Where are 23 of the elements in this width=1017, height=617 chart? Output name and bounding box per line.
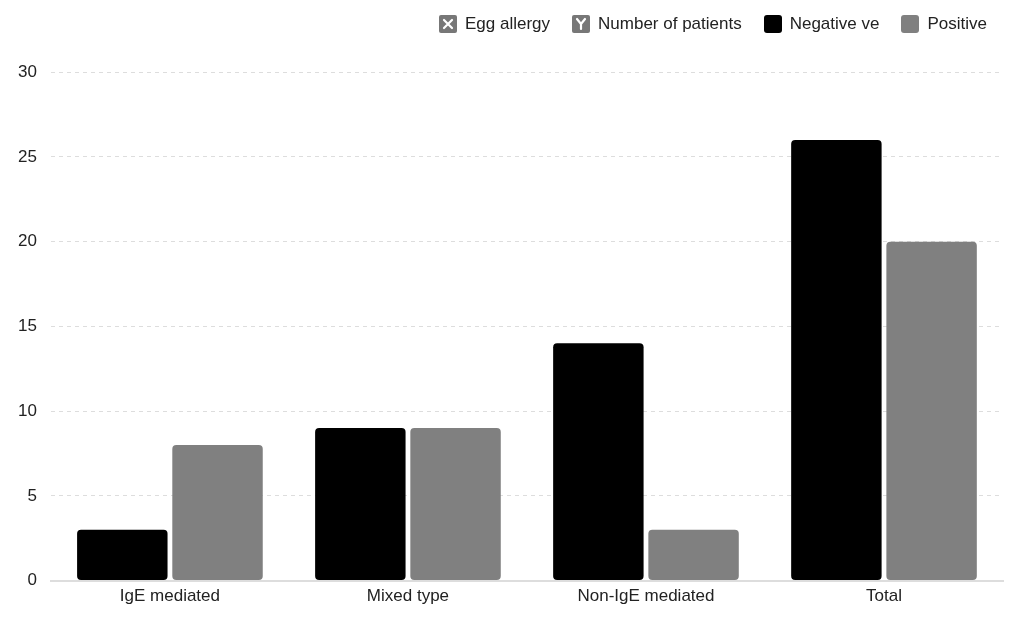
legend-label: Positive [927, 14, 987, 34]
legend-label: Negative ve [789, 14, 880, 34]
bar [886, 241, 977, 581]
x-tick-label: IgE mediated [119, 586, 221, 606]
x-axis-title: Egg allergy [464, 14, 551, 34]
bar [172, 445, 263, 581]
bar [791, 139, 882, 581]
y-tick-label: 0 [27, 570, 37, 590]
y-tick-label: 15 [17, 316, 37, 336]
bar [648, 529, 739, 581]
bar [315, 428, 406, 581]
bar [553, 343, 644, 581]
y-tick-label: 5 [27, 485, 37, 505]
y-tick-label: 25 [17, 146, 37, 166]
y-axis-title: Number of patients [598, 14, 742, 34]
bar [410, 428, 501, 581]
y-tick-label: 30 [17, 61, 37, 81]
y-tick-label: 20 [17, 231, 37, 251]
x-tick-label: Non-IgE mediated [577, 586, 715, 606]
x-tick-label: Total [866, 586, 902, 606]
bar [77, 529, 168, 581]
x-tick-label: Mixed type [366, 586, 450, 606]
y-tick-label: 10 [17, 400, 37, 420]
